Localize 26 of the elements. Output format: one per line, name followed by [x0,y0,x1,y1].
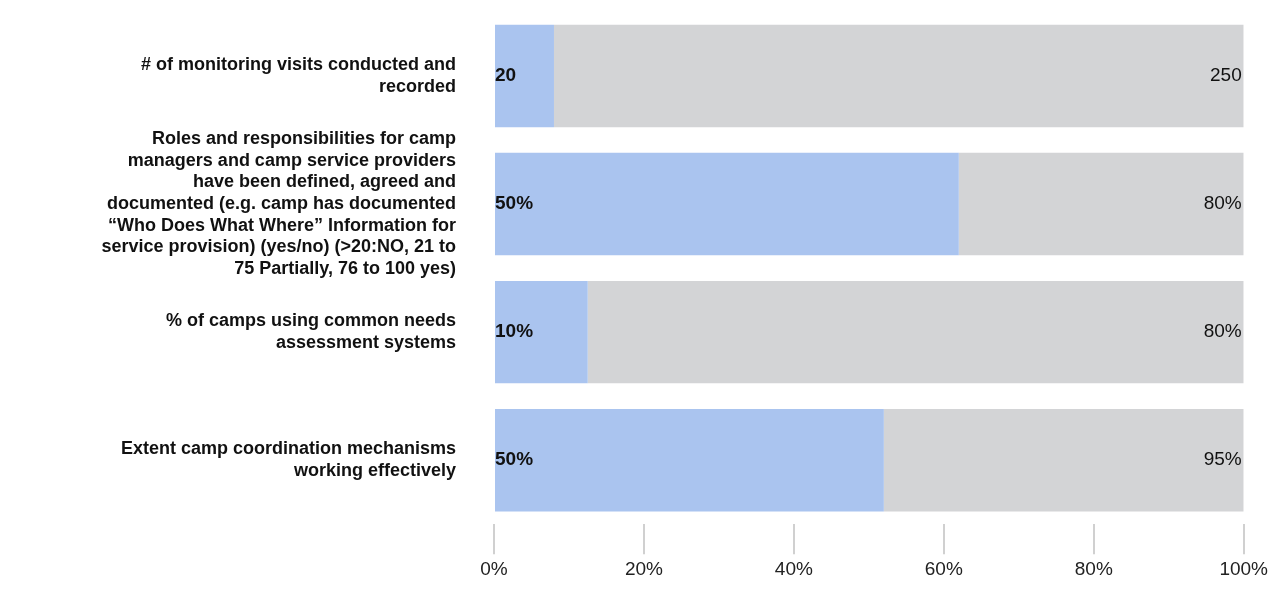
annotation: 80% [1203,320,1242,342]
bar [495,408,884,512]
x-tick-label: 40% [774,557,813,579]
bar [958,152,1244,256]
annotation: 20 [495,64,517,86]
x-tick-label: 80% [1074,557,1113,579]
annotation: 50% [495,448,534,470]
annotation: 10% [495,320,534,342]
bar [883,408,1244,512]
x-tick-label: 60% [924,557,963,579]
y-tick-label: % of camps using common needs assessment systems [165,310,456,352]
annotation: 80% [1203,192,1242,214]
bar [495,24,554,128]
annotation: 95% [1203,448,1242,470]
annotation: 50% [495,192,534,214]
annotation: 250 [1210,64,1242,86]
x-tick-label: 20% [624,557,664,579]
y-tick-label: Extent camp coordination mechanisms working effectively [120,438,456,480]
bar [495,280,588,384]
y-tick-label: Roles and responsibilities for camp managers and camp service providers have been defined, agreed and documented (e.g. camp has documented “Who Does What Where” Information for service provision) (yes/no) (>20:NO, 21 to 75 Partially, 76 to 100 yes) [101,128,456,278]
y-tick-label: # of monitoring visits conducted and recorded [140,54,456,96]
x-tick-label: 0% [480,557,508,579]
bar [587,280,1244,384]
bar [495,152,959,256]
bar [553,24,1244,128]
x-tick-label: 100% [1219,557,1269,579]
